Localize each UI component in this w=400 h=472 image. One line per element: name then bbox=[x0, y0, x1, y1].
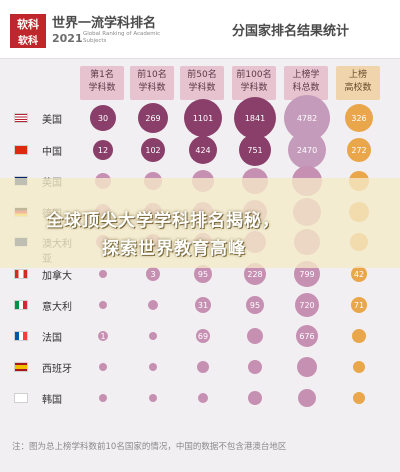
value-bubble: 95 bbox=[246, 296, 264, 314]
logo-bottom-text: 软科 bbox=[18, 36, 38, 47]
column-header: 上榜学 科总数 bbox=[284, 66, 328, 100]
value-bubble: 751 bbox=[239, 134, 271, 166]
overlay-title-line2: 探索世界教育高峰 bbox=[102, 239, 246, 259]
flag-us-icon bbox=[14, 113, 28, 123]
flag-es-icon bbox=[14, 362, 28, 372]
logo: 软科 软科 bbox=[10, 14, 46, 48]
country-name: 法国 bbox=[42, 333, 62, 344]
value-bubble: 42 bbox=[351, 266, 367, 282]
title-overlay bbox=[0, 178, 400, 268]
value-bubble bbox=[353, 361, 365, 373]
footnote: 注：图为总上榜学科数前10名国家的情况，中国的数据不包含港澳台地区 bbox=[12, 442, 287, 452]
value-bubble bbox=[149, 332, 157, 340]
value-bubble: 228 bbox=[244, 263, 266, 285]
value-bubble bbox=[148, 300, 158, 310]
value-bubble: 1101 bbox=[184, 99, 222, 137]
logo-top-text: 软科 bbox=[17, 18, 39, 31]
table-row: 韩国 bbox=[8, 388, 78, 408]
table-row: 中国 bbox=[8, 140, 78, 160]
value-bubble: 3 bbox=[146, 267, 160, 281]
value-bubble bbox=[353, 392, 365, 404]
value-bubble bbox=[247, 328, 263, 344]
value-bubble: 12 bbox=[93, 140, 113, 160]
page-title: 分国家排名结果统计 bbox=[232, 24, 350, 39]
overlay-title-line1: 全球顶尖大学学科排名揭秘， bbox=[46, 211, 280, 231]
value-bubble: 71 bbox=[351, 297, 367, 313]
value-bubble: 102 bbox=[141, 138, 165, 162]
column-header: 前100名 学科数 bbox=[232, 66, 276, 100]
value-bubble bbox=[297, 357, 317, 377]
value-bubble bbox=[149, 394, 157, 402]
country-name: 韩国 bbox=[42, 395, 62, 406]
table-row: 意大利 bbox=[8, 295, 78, 315]
column-header: 第1名 学科数 bbox=[80, 66, 124, 100]
value-bubble: 720 bbox=[295, 293, 319, 317]
flag-it-icon bbox=[14, 300, 28, 310]
brand-subtitle: Global Ranking of Academic Subjects bbox=[83, 31, 161, 44]
value-bubble bbox=[248, 391, 262, 405]
country-name: 西班牙 bbox=[42, 364, 72, 375]
value-bubble: 676 bbox=[296, 325, 318, 347]
column-header: 上榜 高校数 bbox=[336, 66, 380, 100]
header: 软科 软科 世界一流学科排名 2021 Global Ranking of Ac… bbox=[0, 0, 400, 59]
value-bubble: 326 bbox=[345, 104, 373, 132]
value-bubble: 269 bbox=[138, 103, 168, 133]
brand-title: 世界一流学科排名 bbox=[52, 16, 157, 31]
value-bubble: 2470 bbox=[288, 131, 326, 169]
country-name: 美国 bbox=[42, 115, 62, 126]
value-bubble: 31 bbox=[195, 297, 211, 313]
value-bubble: 69 bbox=[196, 329, 210, 343]
column-header: 前10名 学科数 bbox=[130, 66, 174, 100]
value-bubble bbox=[99, 301, 107, 309]
flag-cn-icon bbox=[14, 145, 28, 155]
value-bubble bbox=[99, 363, 107, 371]
country-name: 中国 bbox=[42, 147, 62, 158]
column-header: 前50名 学科数 bbox=[180, 66, 224, 100]
value-bubble: 424 bbox=[189, 136, 217, 164]
table-row: 西班牙 bbox=[8, 357, 78, 377]
value-bubble: 1 bbox=[98, 331, 108, 341]
value-bubble bbox=[298, 389, 316, 407]
flag-kr-icon bbox=[14, 393, 28, 403]
table-row: 加拿大 bbox=[8, 264, 78, 284]
table-row: 法国 bbox=[8, 326, 78, 346]
brand-year: 2021 bbox=[52, 32, 83, 45]
flag-ca-icon bbox=[14, 269, 28, 279]
value-bubble bbox=[99, 270, 107, 278]
value-bubble: 272 bbox=[347, 138, 371, 162]
table-row: 美国 bbox=[8, 108, 78, 128]
value-bubble bbox=[149, 363, 157, 371]
country-name: 意大利 bbox=[42, 302, 72, 313]
value-bubble bbox=[197, 361, 209, 373]
value-bubble: 95 bbox=[194, 265, 212, 283]
value-bubble: 30 bbox=[90, 105, 116, 131]
value-bubble bbox=[198, 393, 208, 403]
flag-fr-icon bbox=[14, 331, 28, 341]
value-bubble bbox=[99, 394, 107, 402]
country-name: 加拿大 bbox=[42, 271, 72, 282]
value-bubble: 1841 bbox=[234, 97, 276, 139]
value-bubble bbox=[248, 360, 262, 374]
value-bubble bbox=[352, 329, 366, 343]
